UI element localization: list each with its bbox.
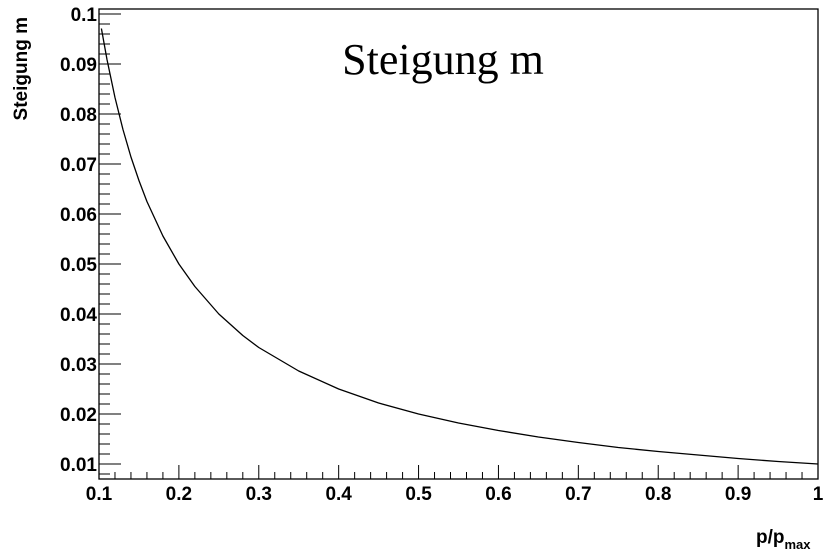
x-tick-label: 0.2 — [166, 484, 192, 505]
x-axis-title-main: p/p — [756, 527, 785, 548]
plot-area — [100, 28, 819, 465]
y-tick-label: 0.02 — [60, 405, 97, 426]
x-tick-label: 1 — [813, 484, 824, 505]
x-tick-label: 0.9 — [725, 484, 751, 505]
y-axis-tick-labels: 0.01 0.02 0.03 0.04 0.05 0.06 0.07 0.08 0.09 0.1 — [60, 5, 97, 476]
y-tick-label: 0.08 — [60, 105, 97, 126]
series-line — [100, 28, 819, 465]
x-tick-label: 0.5 — [405, 484, 432, 505]
y-tick-label: 0.06 — [60, 205, 97, 226]
y-tick-label: 0.01 — [60, 455, 97, 476]
y-tick-label: 0.09 — [60, 55, 97, 76]
x-tick-label: 0.4 — [325, 484, 352, 505]
x-tick-label: 0.8 — [645, 484, 671, 505]
y-tick-label: 0.04 — [60, 305, 97, 326]
x-axis-title-subscript: max — [785, 537, 812, 551]
y-axis-ticks — [99, 13, 121, 475]
x-tick-label: 0.6 — [485, 484, 511, 505]
y-tick-label: 0.07 — [60, 155, 97, 176]
x-axis-title: p/pmax — [756, 527, 811, 551]
y-tick-label: 0.05 — [60, 255, 97, 276]
y-tick-label: 0.1 — [71, 5, 98, 26]
x-axis-tick-labels: 0.1 0.2 0.3 0.4 0.5 0.6 0.7 0.8 0.9 1 — [86, 484, 824, 505]
x-tick-label: 0.7 — [565, 484, 591, 505]
x-tick-label: 0.1 — [86, 484, 113, 505]
chart-title: Steigung m — [342, 35, 544, 84]
x-tick-label: 0.3 — [246, 484, 272, 505]
y-tick-label: 0.03 — [60, 355, 97, 376]
x-axis-ticks — [98, 465, 819, 479]
y-axis-title: Steigung m — [11, 17, 32, 120]
